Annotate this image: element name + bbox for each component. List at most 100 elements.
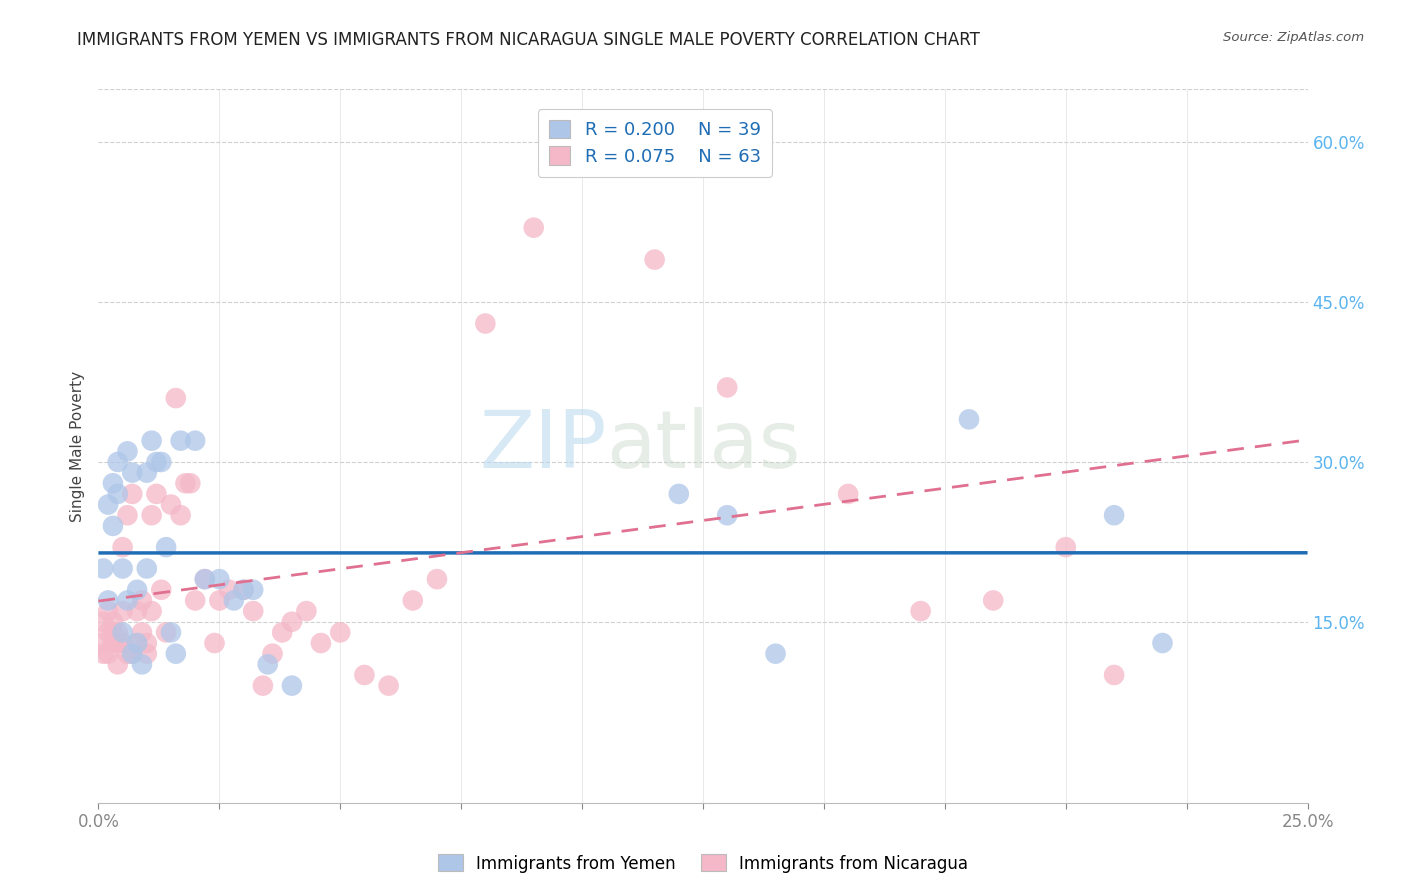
- Point: [222, 593, 245, 607]
- Point: [1054, 540, 1077, 554]
- Point: [107, 487, 129, 501]
- Point: [97, 593, 120, 607]
- Point: [135, 561, 157, 575]
- Point: [271, 625, 294, 640]
- Point: [353, 668, 375, 682]
- Point: [135, 647, 157, 661]
- Point: [218, 582, 240, 597]
- Point: [101, 636, 124, 650]
- Point: [716, 380, 738, 394]
- Point: [107, 455, 129, 469]
- Point: [160, 498, 183, 512]
- Point: [232, 582, 254, 597]
- Point: [242, 582, 264, 597]
- Text: Source: ZipAtlas.com: Source: ZipAtlas.com: [1223, 31, 1364, 45]
- Point: [644, 252, 666, 267]
- Point: [131, 593, 153, 607]
- Point: [957, 412, 980, 426]
- Point: [165, 647, 187, 661]
- Point: [135, 466, 157, 480]
- Point: [127, 636, 149, 650]
- Point: [281, 615, 304, 629]
- Point: [155, 625, 177, 640]
- Point: [145, 487, 167, 501]
- Point: [101, 519, 124, 533]
- Point: [97, 498, 120, 512]
- Point: [111, 604, 134, 618]
- Point: [377, 679, 399, 693]
- Point: [402, 593, 425, 607]
- Point: [150, 582, 173, 597]
- Point: [117, 647, 139, 661]
- Point: [127, 636, 149, 650]
- Point: [91, 636, 114, 650]
- Point: [107, 657, 129, 672]
- Point: [111, 636, 134, 650]
- Point: [765, 647, 787, 661]
- Point: [131, 657, 153, 672]
- Point: [571, 157, 593, 171]
- Point: [121, 647, 143, 661]
- Point: [474, 317, 496, 331]
- Point: [111, 561, 134, 575]
- Point: [121, 487, 143, 501]
- Point: [127, 582, 149, 597]
- Point: [174, 476, 197, 491]
- Point: [121, 647, 143, 661]
- Point: [101, 625, 124, 640]
- Point: [252, 679, 274, 693]
- Point: [97, 647, 120, 661]
- Text: ZIP: ZIP: [479, 407, 606, 485]
- Point: [127, 604, 149, 618]
- Point: [262, 647, 284, 661]
- Point: [117, 508, 139, 523]
- Point: [194, 572, 217, 586]
- Point: [91, 647, 114, 661]
- Point: [107, 636, 129, 650]
- Text: IMMIGRANTS FROM YEMEN VS IMMIGRANTS FROM NICARAGUA SINGLE MALE POVERTY CORRELATI: IMMIGRANTS FROM YEMEN VS IMMIGRANTS FROM…: [77, 31, 980, 49]
- Point: [329, 625, 352, 640]
- Point: [121, 466, 143, 480]
- Point: [208, 572, 231, 586]
- Point: [91, 615, 114, 629]
- Point: [107, 625, 129, 640]
- Point: [204, 636, 226, 650]
- Point: [117, 444, 139, 458]
- Point: [101, 615, 124, 629]
- Point: [97, 604, 120, 618]
- Point: [141, 604, 163, 618]
- Point: [141, 508, 163, 523]
- Point: [194, 572, 217, 586]
- Point: [1102, 508, 1125, 523]
- Point: [256, 657, 278, 672]
- Point: [208, 593, 231, 607]
- Legend: Immigrants from Yemen, Immigrants from Nicaragua: Immigrants from Yemen, Immigrants from N…: [432, 847, 974, 880]
- Point: [1152, 636, 1174, 650]
- Point: [184, 593, 207, 607]
- Y-axis label: Single Male Poverty: Single Male Poverty: [69, 370, 84, 522]
- Point: [135, 636, 157, 650]
- Point: [101, 476, 124, 491]
- Point: [716, 508, 738, 523]
- Point: [910, 604, 932, 618]
- Point: [111, 540, 134, 554]
- Point: [165, 391, 187, 405]
- Point: [97, 625, 120, 640]
- Point: [179, 476, 201, 491]
- Point: [523, 220, 546, 235]
- Point: [281, 679, 304, 693]
- Point: [1102, 668, 1125, 682]
- Point: [91, 561, 114, 575]
- Text: atlas: atlas: [606, 407, 800, 485]
- Point: [160, 625, 183, 640]
- Point: [169, 508, 191, 523]
- Point: [111, 625, 134, 640]
- Point: [141, 434, 163, 448]
- Point: [131, 625, 153, 640]
- Point: [981, 593, 1004, 607]
- Point: [184, 434, 207, 448]
- Point: [145, 455, 167, 469]
- Point: [295, 604, 318, 618]
- Legend: R = 0.200    N = 39, R = 0.075    N = 63: R = 0.200 N = 39, R = 0.075 N = 63: [537, 109, 772, 177]
- Point: [150, 455, 173, 469]
